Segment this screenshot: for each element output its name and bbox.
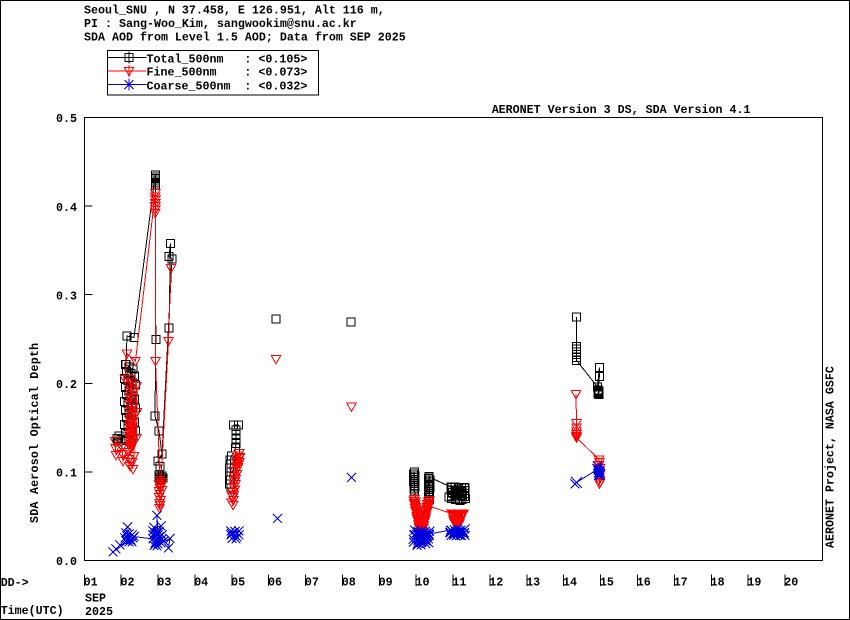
svg-text:Seoul_SNU , N 37.458, E 126.95: Seoul_SNU , N 37.458, E 126.951, Alt 116… — [84, 3, 385, 17]
svg-text:13: 13 — [526, 575, 540, 589]
svg-text:15: 15 — [600, 575, 614, 589]
svg-text:0.0: 0.0 — [56, 555, 77, 569]
svg-text:04: 04 — [194, 575, 208, 589]
svg-text:10: 10 — [416, 575, 430, 589]
svg-text:0.2: 0.2 — [56, 378, 77, 392]
svg-text:SDA AOD from Level 1.5 AOD; Da: SDA AOD from Level 1.5 AOD; Data from SE… — [84, 30, 406, 44]
svg-text:02: 02 — [121, 575, 135, 589]
svg-text:Total_500nm : <0.105>: Total_500nm : <0.105> — [147, 52, 308, 66]
svg-text:DD->: DD-> — [1, 576, 29, 590]
svg-text:SEP: SEP — [85, 592, 106, 606]
svg-text:19: 19 — [747, 575, 761, 589]
svg-text:2025: 2025 — [85, 605, 113, 619]
svg-text:17: 17 — [674, 575, 688, 589]
svg-text:09: 09 — [379, 575, 393, 589]
svg-text:Fine_500nm : <0.073>: Fine_500nm : <0.073> — [147, 66, 308, 80]
svg-text:PI : Sang-Woo_Kim, sangwookim@: PI : Sang-Woo_Kim, sangwookim@snu.ac.kr — [84, 17, 357, 31]
svg-text:0.4: 0.4 — [56, 201, 77, 215]
svg-text:08: 08 — [342, 575, 356, 589]
svg-text:20: 20 — [784, 575, 798, 589]
svg-text:16: 16 — [637, 575, 651, 589]
svg-text:01: 01 — [84, 575, 98, 589]
svg-text:0.5: 0.5 — [56, 112, 77, 126]
svg-text:12: 12 — [489, 575, 503, 589]
svg-text:Time(UTC): Time(UTC) — [1, 604, 64, 618]
svg-text:0.1: 0.1 — [56, 467, 77, 481]
svg-text:14: 14 — [563, 575, 577, 589]
svg-text:05: 05 — [231, 575, 245, 589]
svg-text:Coarse_500nm : <0.032>: Coarse_500nm : <0.032> — [147, 80, 308, 94]
svg-text:07: 07 — [305, 575, 319, 589]
svg-text:11: 11 — [452, 575, 466, 589]
svg-text:0.3: 0.3 — [56, 289, 77, 303]
svg-text:AERONET Version 3 DS, SDA Vers: AERONET Version 3 DS, SDA Version 4.1 — [492, 103, 751, 117]
svg-text:SDA Aerosol Optical Depth: SDA Aerosol Optical Depth — [28, 343, 42, 523]
svg-text:18: 18 — [711, 575, 725, 589]
svg-text:03: 03 — [157, 575, 171, 589]
svg-text:AERONET Project, NASA GSFC: AERONET Project, NASA GSFC — [824, 366, 838, 548]
svg-text:06: 06 — [268, 575, 282, 589]
